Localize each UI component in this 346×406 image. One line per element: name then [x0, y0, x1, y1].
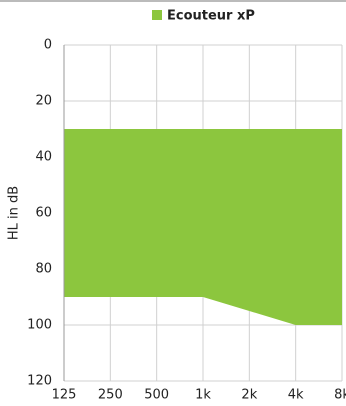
y-tick-label: 20 — [35, 94, 52, 109]
x-tick-label: 4k — [288, 388, 304, 403]
x-tick-label: 125 — [52, 388, 77, 403]
x-tick-label: 1k — [195, 388, 211, 403]
x-tick-label: 500 — [144, 388, 169, 403]
y-tick-label: 100 — [27, 318, 52, 333]
range-area — [64, 129, 342, 325]
x-tick-label: 8k — [334, 388, 346, 403]
y-tick-label: 0 — [44, 38, 52, 53]
y-axis-label: HL in dB — [7, 186, 22, 240]
legend-swatch — [152, 10, 162, 20]
y-tick-label: 60 — [35, 206, 52, 221]
y-tick-label: 40 — [35, 150, 52, 165]
x-tick-label: 2k — [241, 388, 257, 403]
y-tick-label: 120 — [27, 374, 52, 389]
y-tick-label: 80 — [35, 262, 52, 277]
x-tick-label: 250 — [98, 388, 123, 403]
legend-label: Ecouteur xP — [167, 9, 255, 24]
